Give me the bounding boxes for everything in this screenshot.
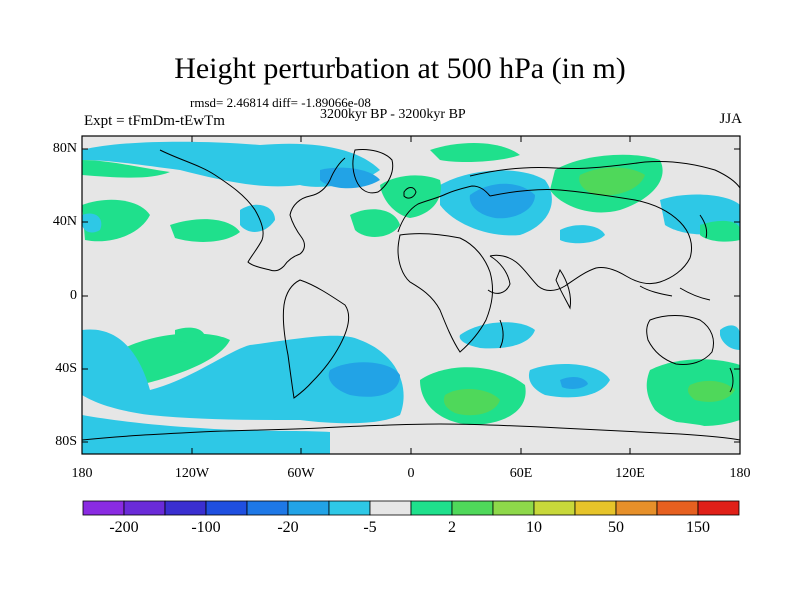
colorbar-swatch [656, 500, 699, 516]
contour-green-siberia-core [579, 167, 645, 196]
coastline-indonesia [639, 285, 711, 301]
coastline-britain [403, 187, 417, 199]
coastline-south-america [282, 279, 350, 399]
contour-blue-southern [82, 329, 404, 424]
colorbar-swatch [410, 500, 453, 516]
contour-green-satlantic-core [443, 388, 500, 416]
map-title: Height perturbation at 500 hPa (in m) [174, 52, 626, 85]
contour-field [82, 136, 740, 454]
contour-green-atlantic [350, 209, 400, 237]
season-label: JJA [719, 111, 742, 127]
colorbar-label: -5 [363, 519, 377, 536]
y-label-40n: 40N [52, 214, 77, 229]
y-label-0: 0 [70, 288, 77, 303]
contour-green-pacific [82, 199, 150, 242]
y-label-80s: 80S [55, 434, 77, 449]
coastline-madagascar [499, 319, 504, 349]
colorbar-swatch [246, 500, 289, 516]
colorbar-label: 50 [608, 519, 624, 536]
coastline-africa [397, 233, 494, 353]
colorbar-swatch [164, 500, 207, 516]
contour-blue-north [82, 141, 380, 187]
coastline-japan [699, 214, 708, 239]
coastline-india [555, 268, 571, 310]
colorbar-swatch [123, 500, 166, 516]
y-ticks [82, 148, 740, 443]
y-label-80n: 80N [52, 141, 77, 156]
colorbar-swatch [82, 500, 125, 516]
coastline-newzealand [729, 367, 734, 393]
contour-blue-s-pacific-edge [82, 415, 330, 454]
contour-green-north [82, 160, 170, 178]
contour-green-asia [700, 220, 740, 242]
colorbar-swatch [451, 500, 494, 516]
colorbar [82, 500, 740, 516]
y-label-40s: 40S [55, 361, 77, 376]
colorbar-label: -20 [277, 519, 299, 536]
coastline-antarctica [82, 423, 740, 441]
contour-green-sindian-core [687, 380, 735, 402]
coastline-arabia [487, 255, 511, 294]
stats-text: rmsd= 2.46814 diff= -1.89066e-08 [190, 95, 371, 110]
coastline-greenland [352, 149, 394, 194]
colorbar-swatch [328, 500, 371, 516]
x-label-60w: 60W [287, 466, 315, 481]
x-label-120e: 120E [615, 466, 645, 481]
colorbar-label: -200 [109, 519, 139, 536]
colorbar-swatch [574, 500, 617, 516]
colorbar-swatch [205, 500, 248, 516]
colorbar-swatch [369, 500, 412, 516]
period-label: 3200kyr BP - 3200kyr BP [320, 107, 466, 122]
x-label-180w: 180 [71, 466, 93, 481]
coastline-asia [489, 188, 693, 291]
coastlines [82, 149, 740, 441]
contour-blue-seast [720, 325, 740, 350]
colorbar-label: 150 [686, 519, 710, 536]
colorbar-swatch [615, 500, 658, 516]
colorbar-swatch [533, 500, 576, 516]
experiment-label: Expt = tFmDm-tEwTm [84, 113, 225, 129]
x-label-0: 0 [407, 466, 415, 481]
coastline-north-america [159, 149, 346, 272]
contour-green-arctic [430, 143, 520, 163]
contour-blue-southern-core [328, 362, 400, 397]
colorbar-swatch [492, 500, 535, 516]
colorbar-swatch [697, 500, 740, 516]
x-label-180e: 180 [729, 466, 751, 481]
colorbar-label: 10 [526, 519, 542, 536]
colorbar-label: 2 [448, 519, 456, 536]
coastline-siberia-north [469, 161, 740, 189]
contour-blue-america [240, 204, 275, 232]
coastline-australia [646, 315, 714, 365]
x-label-120w: 120W [174, 466, 210, 481]
contour-blue-antarctic [560, 417, 740, 454]
contour-blue-north-2 [320, 167, 380, 189]
x-ticks [81, 136, 741, 454]
contour-blue-indian-core [560, 376, 588, 389]
colorbar-swatch [287, 500, 330, 516]
contour-blue-asia-2 [560, 225, 605, 244]
contour-blue-africa [459, 322, 535, 349]
x-label-60e: 60E [509, 466, 533, 481]
contour-blue-americas-2 [82, 213, 102, 233]
contour-green-europe [380, 175, 441, 218]
colorbar-label: -100 [191, 519, 221, 536]
contour-green-natl [170, 219, 240, 242]
contour-green-spacific-2 [175, 327, 205, 343]
coastline-europe [397, 185, 491, 233]
